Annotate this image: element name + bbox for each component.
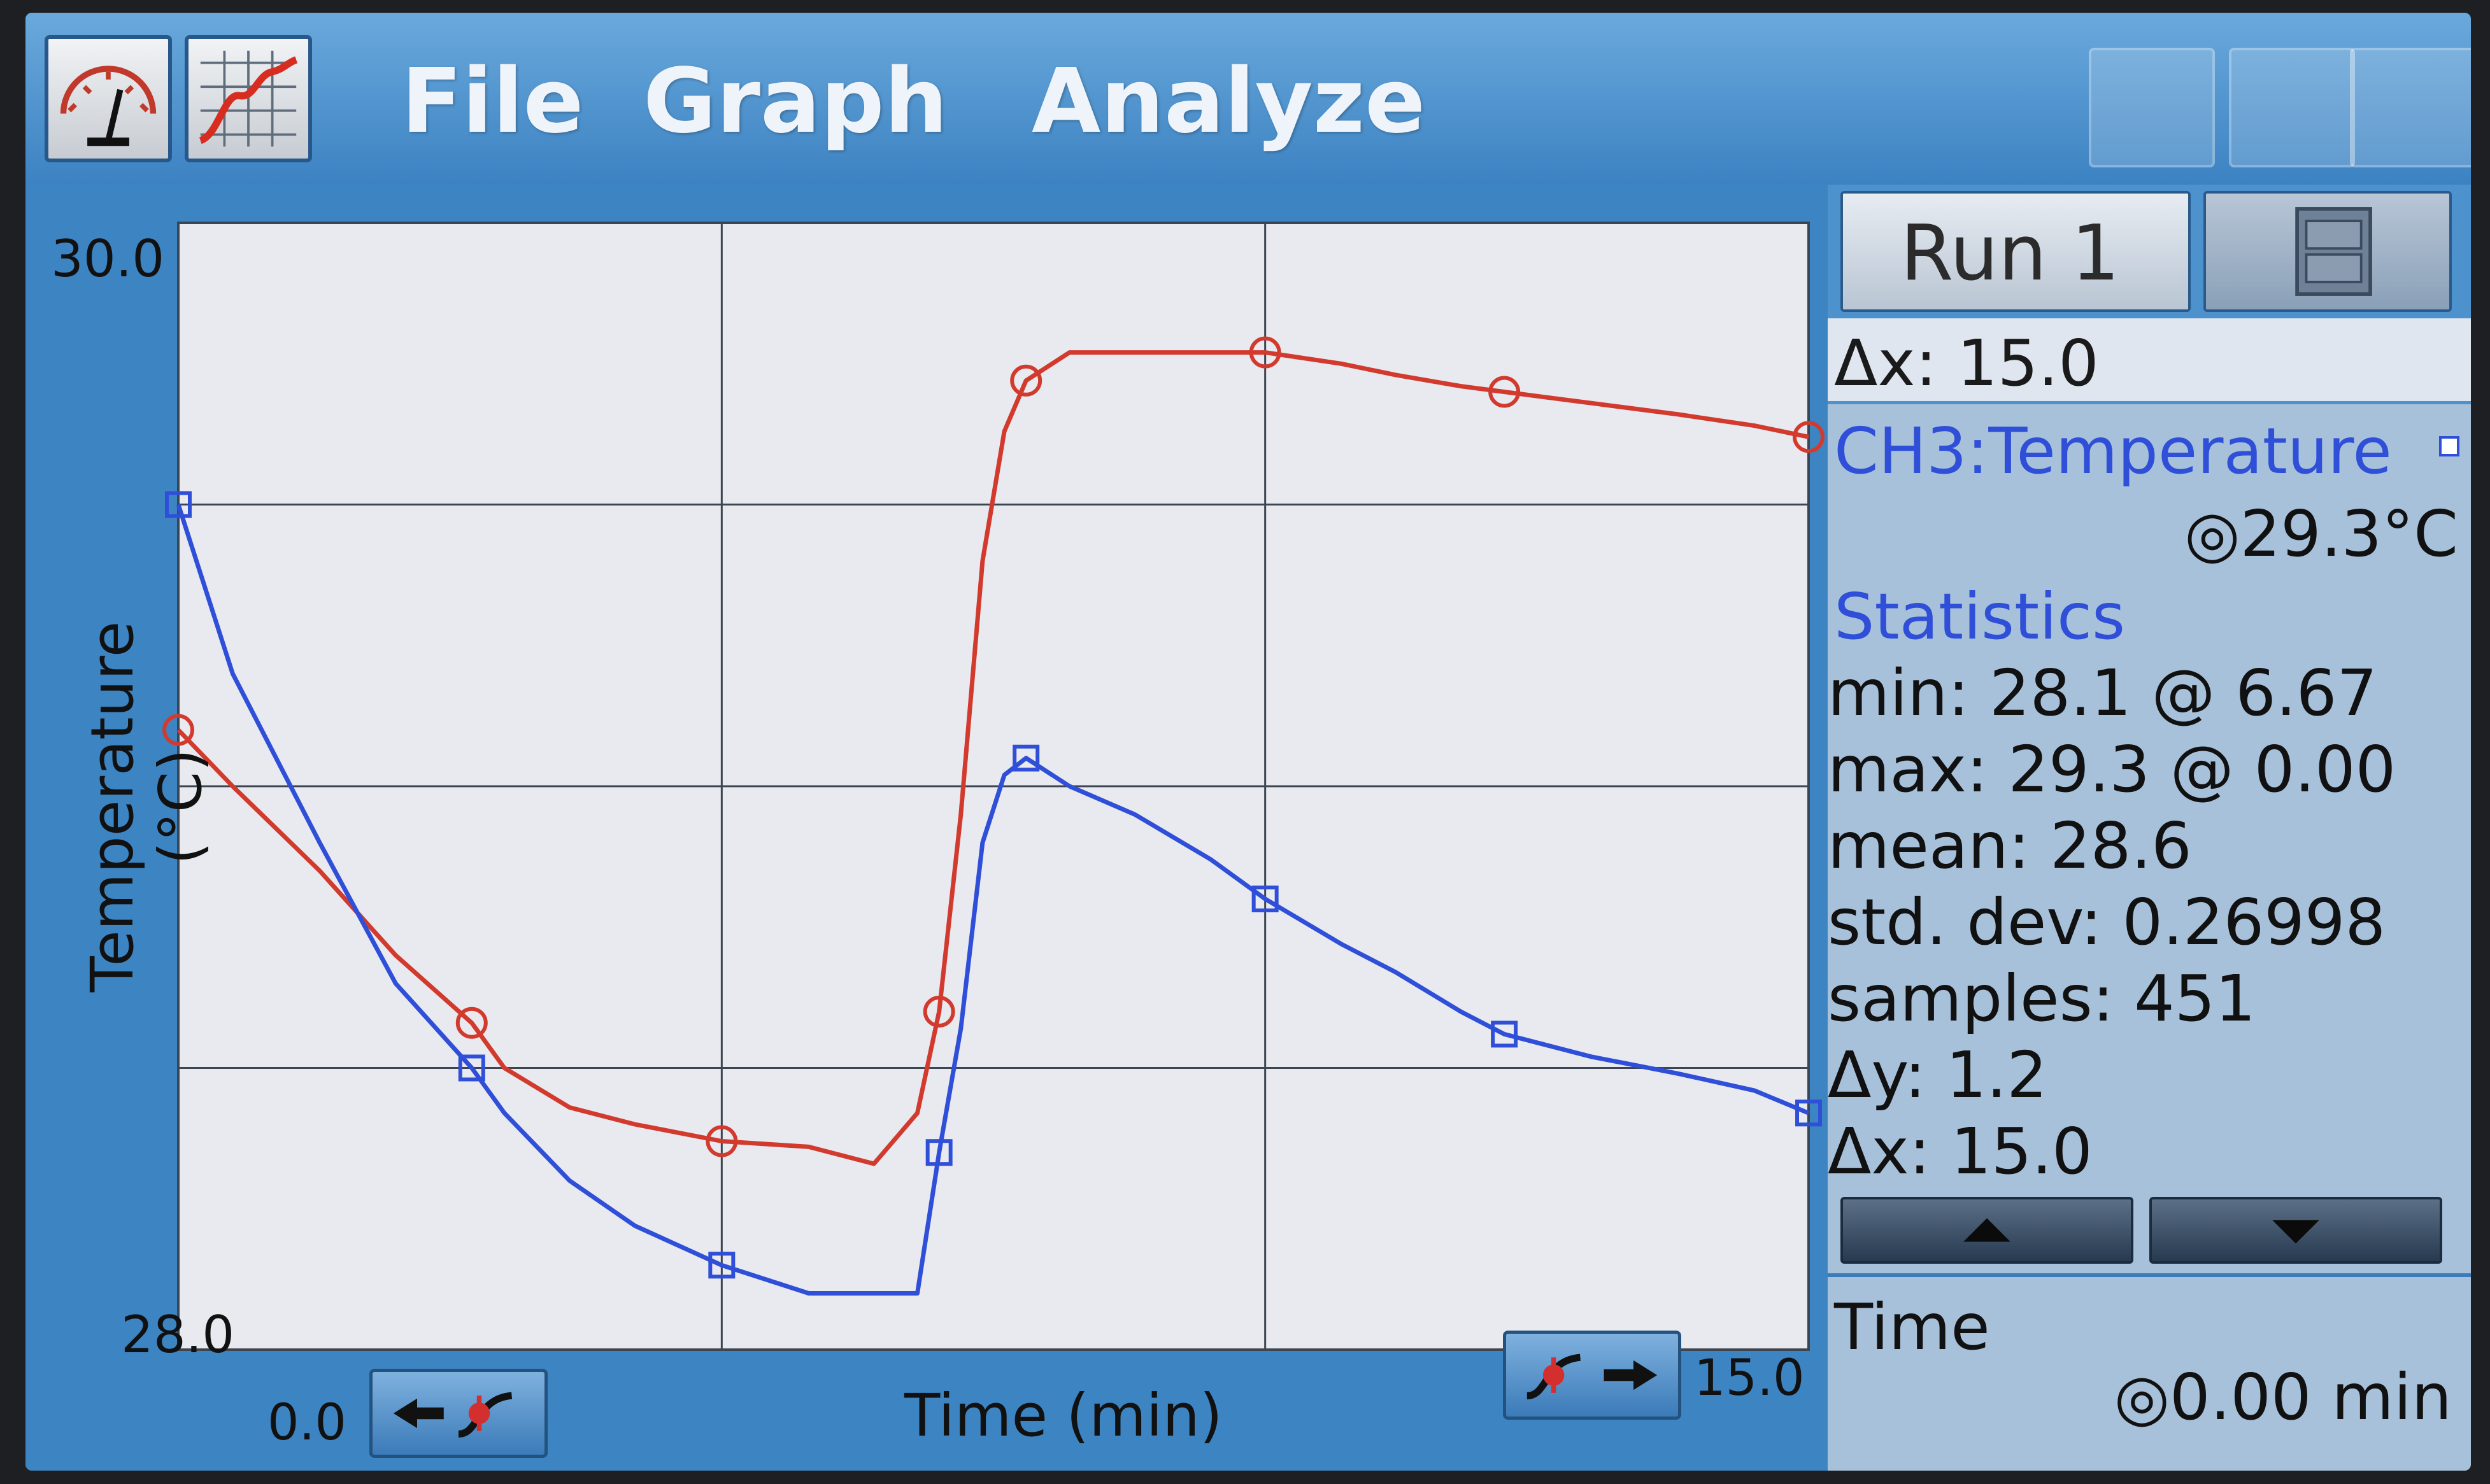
- side-panel: Run 1 Δx: 15.0 CH3:Temperature ◎29.3°C S…: [1828, 185, 2471, 1471]
- graph-area: 30.0 28.0 Temperature (°C) 0.0 Time (min…: [25, 185, 1828, 1471]
- series-0-point-24: [1488, 376, 1521, 408]
- series-1-point-0: [165, 491, 192, 518]
- series-line-0: [176, 350, 1809, 1166]
- x-right-tick: 15.0: [1694, 1350, 1805, 1407]
- gridlines: [178, 223, 1809, 1350]
- triangle-down-icon[interactable]: [2149, 1197, 2442, 1264]
- series-1-point-12: [925, 1139, 953, 1166]
- run-selector[interactable]: Run 1: [1840, 191, 2191, 312]
- stat-min: min: 28.1 @ 6.67: [1828, 656, 2377, 730]
- stat-delta-x: Δx: 15.0: [1828, 1114, 2093, 1189]
- series-0-point-20: [1249, 336, 1281, 369]
- series-1-point-8: [708, 1252, 736, 1279]
- scroll-right-icon[interactable]: [1503, 1331, 1681, 1420]
- menu-bar: File Graph Analyze: [25, 13, 2471, 185]
- channel-label[interactable]: CH3:Temperature: [1834, 414, 2392, 488]
- file-cabinet-icon[interactable]: [2203, 191, 2452, 312]
- stat-mean: mean: 28.6: [1828, 809, 2192, 883]
- run-label: Run 1: [1900, 209, 2120, 298]
- y-top-tick: 30.0: [51, 229, 165, 288]
- temperature-graph[interactable]: [25, 185, 1828, 1471]
- stat-std-dev: std. dev: 0.26998: [1828, 885, 2386, 959]
- graph-icon[interactable]: [185, 35, 312, 162]
- menu-file[interactable]: File: [401, 50, 584, 153]
- triangle-up-icon[interactable]: [1840, 1197, 2133, 1264]
- series-1-point-20: [1251, 886, 1279, 912]
- delta-x-top: Δx: 15.0: [1834, 326, 2099, 400]
- time-label: Time: [1834, 1290, 1990, 1364]
- y-axis-label: Temperature (°C): [78, 621, 215, 993]
- meter-gauge-icon[interactable]: [45, 35, 172, 162]
- series-0-point-12: [923, 996, 955, 1028]
- extra-icon[interactable]: [2350, 48, 2471, 167]
- statistics-title: Statistics: [1834, 579, 2126, 654]
- menu-graph[interactable]: Graph: [643, 50, 948, 153]
- stat-max: max: 29.3 @ 0.00: [1828, 732, 2396, 807]
- stat-samples: samples: 451: [1828, 961, 2256, 1036]
- series-0-point-16: [1010, 364, 1042, 397]
- scroll-left-icon[interactable]: [369, 1369, 548, 1458]
- settings-icon[interactable]: [2229, 48, 2355, 167]
- series-layer: [162, 336, 1825, 1296]
- checkbox-icon[interactable]: [2439, 436, 2459, 456]
- series-0-point-8: [706, 1125, 738, 1157]
- x-left-tick: 0.0: [267, 1394, 347, 1452]
- series-1-point-4: [458, 1054, 485, 1082]
- stat-delta-y: Δy: 1.2: [1828, 1038, 2047, 1112]
- device-screen: File Graph Analyze 30.0 28.0 Temperature…: [25, 13, 2471, 1471]
- x-axis-label: Time (min): [904, 1382, 1223, 1450]
- table-view-icon[interactable]: [2089, 48, 2215, 167]
- series-1-point-28: [1795, 1099, 1822, 1127]
- series-1-point-16: [1013, 744, 1040, 772]
- series-0-point-0: [162, 714, 194, 746]
- stats-box: [1828, 404, 2471, 1346]
- time-value: ◎0.00 min: [2114, 1360, 2452, 1434]
- live-value: ◎29.3°C: [2184, 497, 2458, 571]
- series-line-1: [176, 504, 1810, 1296]
- menu-analyze[interactable]: Analyze: [1032, 50, 1426, 153]
- series-1-point-24: [1491, 1021, 1518, 1048]
- series-0-point-4: [455, 1007, 488, 1039]
- series-0-point-28: [1793, 421, 1825, 453]
- delta-x-header: Δx: 15.0: [1828, 318, 2471, 401]
- time-box: Time ◎0.00 min: [1828, 1273, 2471, 1471]
- y-bottom-tick: 28.0: [121, 1305, 235, 1364]
